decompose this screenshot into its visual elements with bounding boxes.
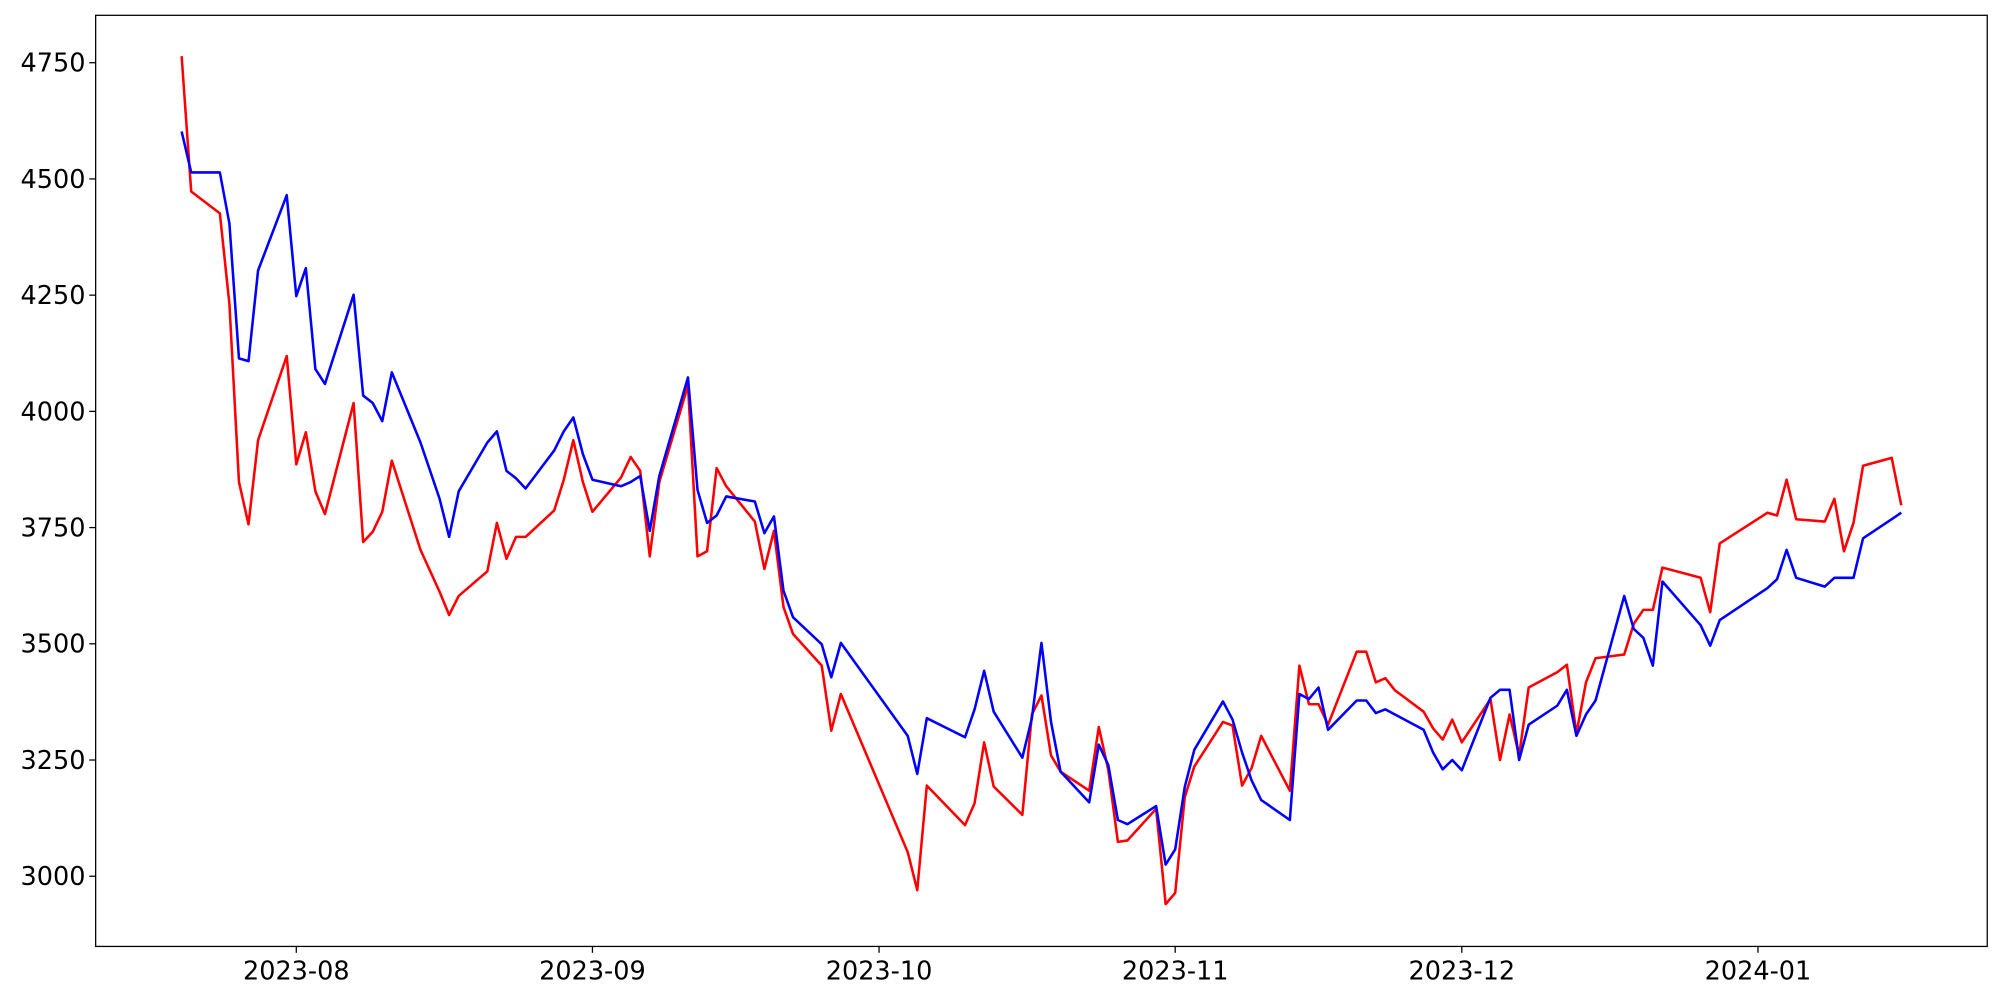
series-line (180, 56, 1903, 906)
y-tick-label: 3500 (21, 630, 86, 660)
series-line (180, 131, 1902, 866)
y-tick-label: 3000 (21, 862, 86, 892)
y-tick-label: 4250 (21, 281, 86, 311)
y-tick-label: 4750 (21, 49, 86, 79)
x-tick-label: 2024-01 (1705, 957, 1812, 987)
x-tick-label: 2023-10 (826, 957, 933, 987)
x-tick-label: 2023-09 (539, 957, 646, 987)
y-tick-label: 3250 (21, 746, 86, 776)
x-tick-label: 2023-08 (243, 957, 350, 987)
plot-frame (95, 14, 1988, 948)
y-tick-label: 4000 (21, 397, 86, 427)
y-tick-label: 4500 (21, 165, 86, 195)
y-tick-label: 3750 (21, 514, 86, 544)
x-tick-label: 2023-12 (1409, 957, 1516, 987)
x-tick-label: 2023-11 (1122, 957, 1229, 987)
